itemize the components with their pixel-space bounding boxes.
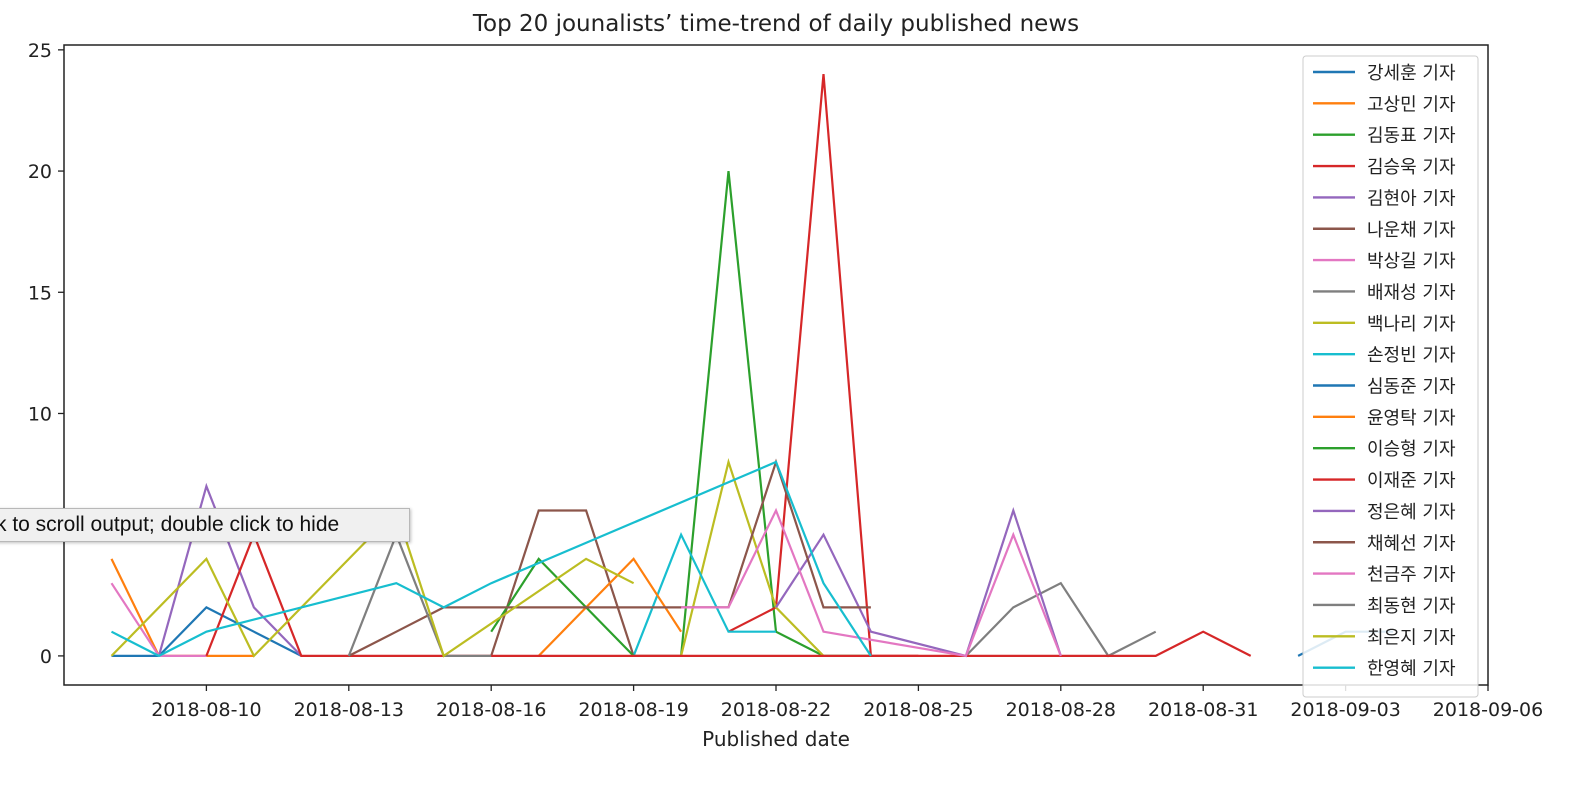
x-tick-label: 2018-09-06 (1433, 699, 1543, 721)
series-lines (110, 74, 1394, 658)
legend-label: 심동준 기자 (1367, 377, 1456, 398)
y-tick-label: 15 (28, 282, 52, 304)
legend-label: 정은혜 기자 (1367, 502, 1456, 523)
legend-label: 이재준 기자 (1367, 471, 1456, 492)
axis-ticks: 05101520252018-08-102018-08-132018-08-16… (28, 40, 1543, 721)
series-line-12 (537, 557, 683, 657)
legend-label: 배재성 기자 (1367, 282, 1456, 303)
y-tick-label: 10 (28, 403, 52, 425)
y-tick-label: 25 (28, 40, 52, 62)
series-line-20 (110, 460, 872, 658)
legend-label: 백나리 기자 (1367, 314, 1456, 335)
legend-label: 천금주 기자 (1367, 565, 1456, 586)
x-tick-label: 2018-08-22 (721, 699, 831, 721)
y-tick-label: 0 (40, 646, 52, 668)
x-tick-label: 2018-08-31 (1148, 699, 1258, 721)
chart-title: Top 20 jounalists’ time-trend of daily p… (472, 11, 1079, 37)
legend-label: 윤영탁 기자 (1367, 408, 1456, 429)
series-line-14 (205, 531, 1252, 658)
tooltip-text: Click to scroll output; double click to … (0, 513, 340, 536)
legend-label: 김승욱 기자 (1367, 157, 1456, 178)
series-line-13 (490, 557, 635, 657)
legend-box (1302, 55, 1479, 698)
legend-label: 손정빈 기자 (1367, 345, 1456, 366)
legend-label: 나운채 기자 (1367, 220, 1456, 241)
legend-label: 박상길 기자 (1367, 251, 1456, 272)
x-tick-label: 2018-08-25 (863, 699, 973, 721)
legend-label: 채혜선 기자 (1367, 533, 1456, 554)
output-scroll-tooltip[interactable]: Click to scroll output; double click to … (0, 508, 410, 542)
x-tick-label: 2018-08-16 (436, 699, 546, 721)
x-tick-label: 2018-08-13 (294, 699, 404, 721)
x-tick-label: 2018-08-28 (1006, 699, 1116, 721)
legend-label: 강세훈 기자 (1367, 63, 1456, 84)
series-line-17 (681, 507, 1062, 658)
plot-area (64, 45, 1488, 685)
y-tick-label: 20 (28, 161, 52, 183)
legend-label: 고상민 기자 (1367, 94, 1456, 115)
series-line-15 (775, 506, 1062, 658)
x-axis-label: Published date (702, 727, 850, 751)
x-tick-label: 2018-09-03 (1290, 699, 1400, 721)
legend-label: 이승형 기자 (1367, 439, 1456, 460)
x-tick-label: 2018-08-19 (578, 699, 688, 721)
plot-frame (63, 44, 1489, 686)
legend-label: 김동표 기자 (1367, 126, 1456, 147)
x-tick-label: 2018-08-10 (151, 699, 261, 721)
series-line-8 (965, 581, 1157, 658)
legend-label: 김현아 기자 (1367, 188, 1456, 209)
legend-label: 최은지 기자 (1367, 627, 1456, 648)
legend-label: 최동현 기자 (1367, 596, 1456, 617)
legend-label: 한영혜 기자 (1367, 659, 1456, 680)
